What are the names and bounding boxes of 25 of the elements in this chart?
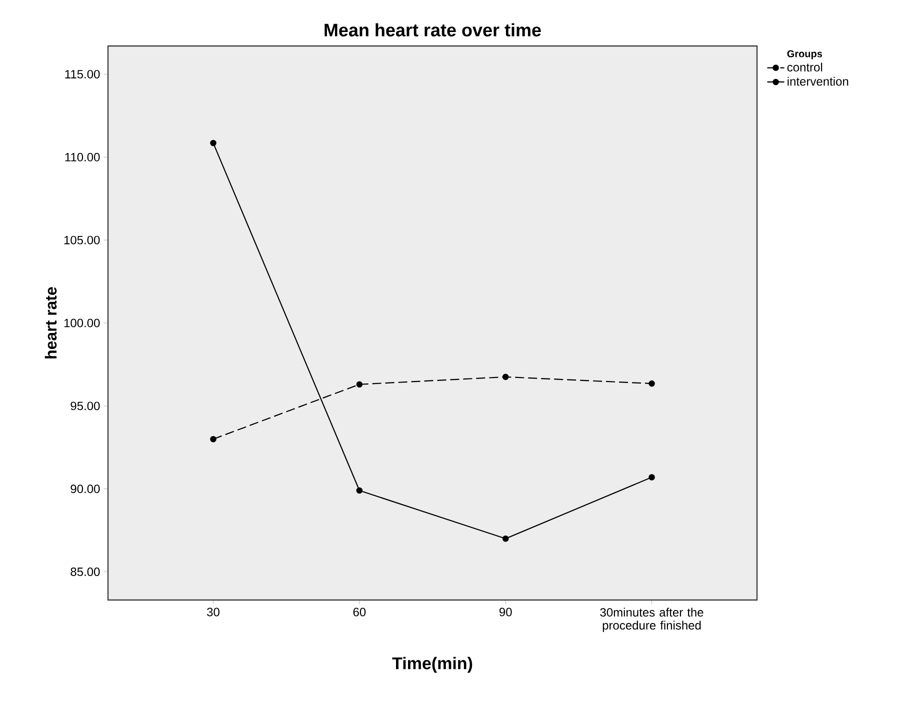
legend-label: control — [787, 62, 822, 72]
x-tick-label: 90 — [499, 608, 512, 616]
point — [502, 535, 509, 542]
y-axis-title: heart rate — [44, 287, 57, 358]
point — [502, 374, 509, 380]
x-axis-title: Time(min) — [392, 656, 472, 673]
point — [210, 436, 216, 442]
y-tick-label: 115.00 — [65, 70, 100, 78]
y-tick-label: 110.00 — [65, 152, 100, 162]
legend-label: intervention — [788, 76, 848, 86]
point — [648, 474, 655, 480]
x-tick-label: 30 — [207, 608, 220, 616]
point — [356, 487, 363, 494]
x-tick-label: 30minutes after the procedure finished — [600, 608, 704, 632]
y-tick-label: 85.00 — [70, 568, 100, 576]
x-tick-label: 60 — [353, 608, 366, 616]
legend-title: Groups — [787, 50, 822, 60]
point — [210, 140, 216, 146]
point — [356, 381, 363, 388]
y-tick-label: 105.00 — [64, 236, 100, 244]
y-tick-label: 95.00 — [70, 402, 100, 410]
y-tick-label: 100.00 — [64, 318, 100, 328]
point — [648, 380, 655, 387]
chart-title: Mean heart rate over time — [324, 23, 541, 36]
y-tick-label: 90.00 — [70, 484, 100, 494]
